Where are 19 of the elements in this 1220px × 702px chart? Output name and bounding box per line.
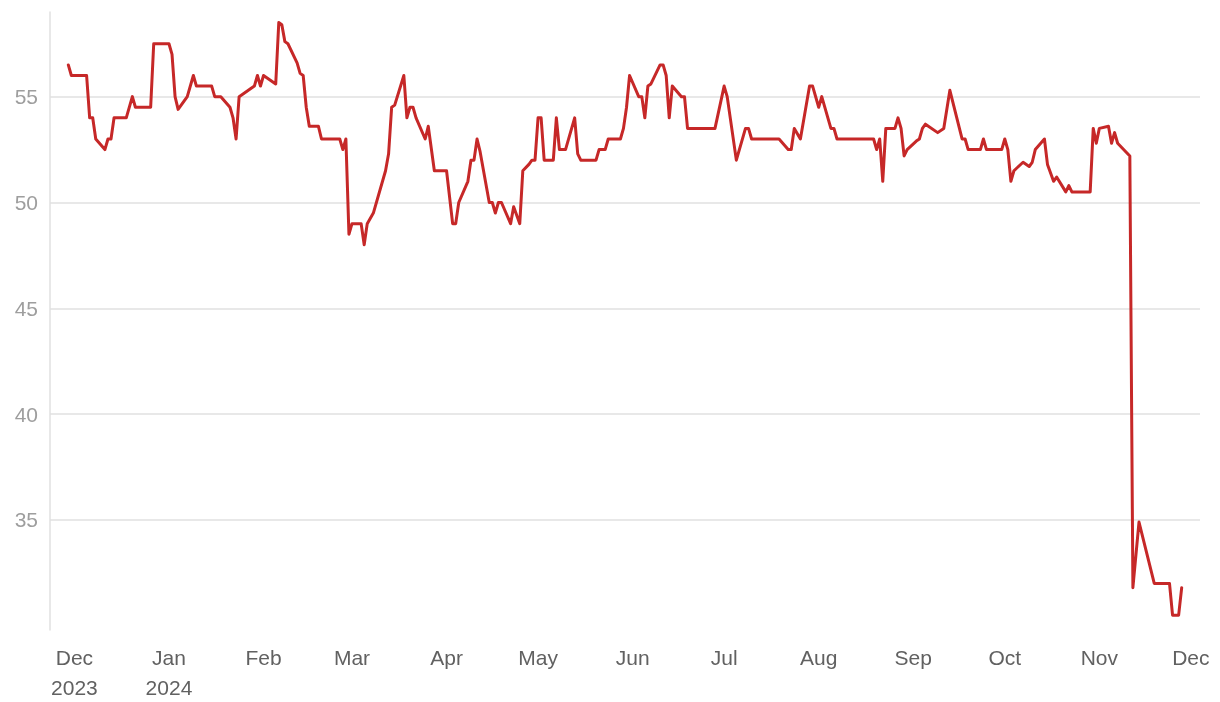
- x-tick-label: Sep: [894, 645, 932, 669]
- x-tick-label: Jul: [710, 645, 738, 669]
- x-tick-label: Nov: [1080, 645, 1119, 669]
- y-tick-label: 55: [14, 85, 38, 109]
- x-tick-label: Jun: [615, 645, 650, 669]
- x-tick-label: Feb: [245, 645, 282, 669]
- x-tick-label: Mar: [333, 645, 371, 669]
- y-tick-label: 50: [14, 190, 38, 214]
- y-tick-label: 40: [14, 402, 38, 426]
- x-tick-label: May: [518, 645, 559, 669]
- x-tick-label: Oct: [988, 645, 1022, 669]
- x-tick-label: Dec 2023: [51, 645, 98, 699]
- y-tick-label: 35: [14, 508, 38, 532]
- line-series: [66, 21, 1184, 617]
- x-tick-label: Aug: [800, 645, 838, 669]
- x-tick-label: Jan 2024: [145, 645, 193, 699]
- y-tick-label: 45: [14, 296, 38, 320]
- x-tick-label: Dec: [1172, 645, 1210, 669]
- x-tick-label: Apr: [430, 645, 463, 669]
